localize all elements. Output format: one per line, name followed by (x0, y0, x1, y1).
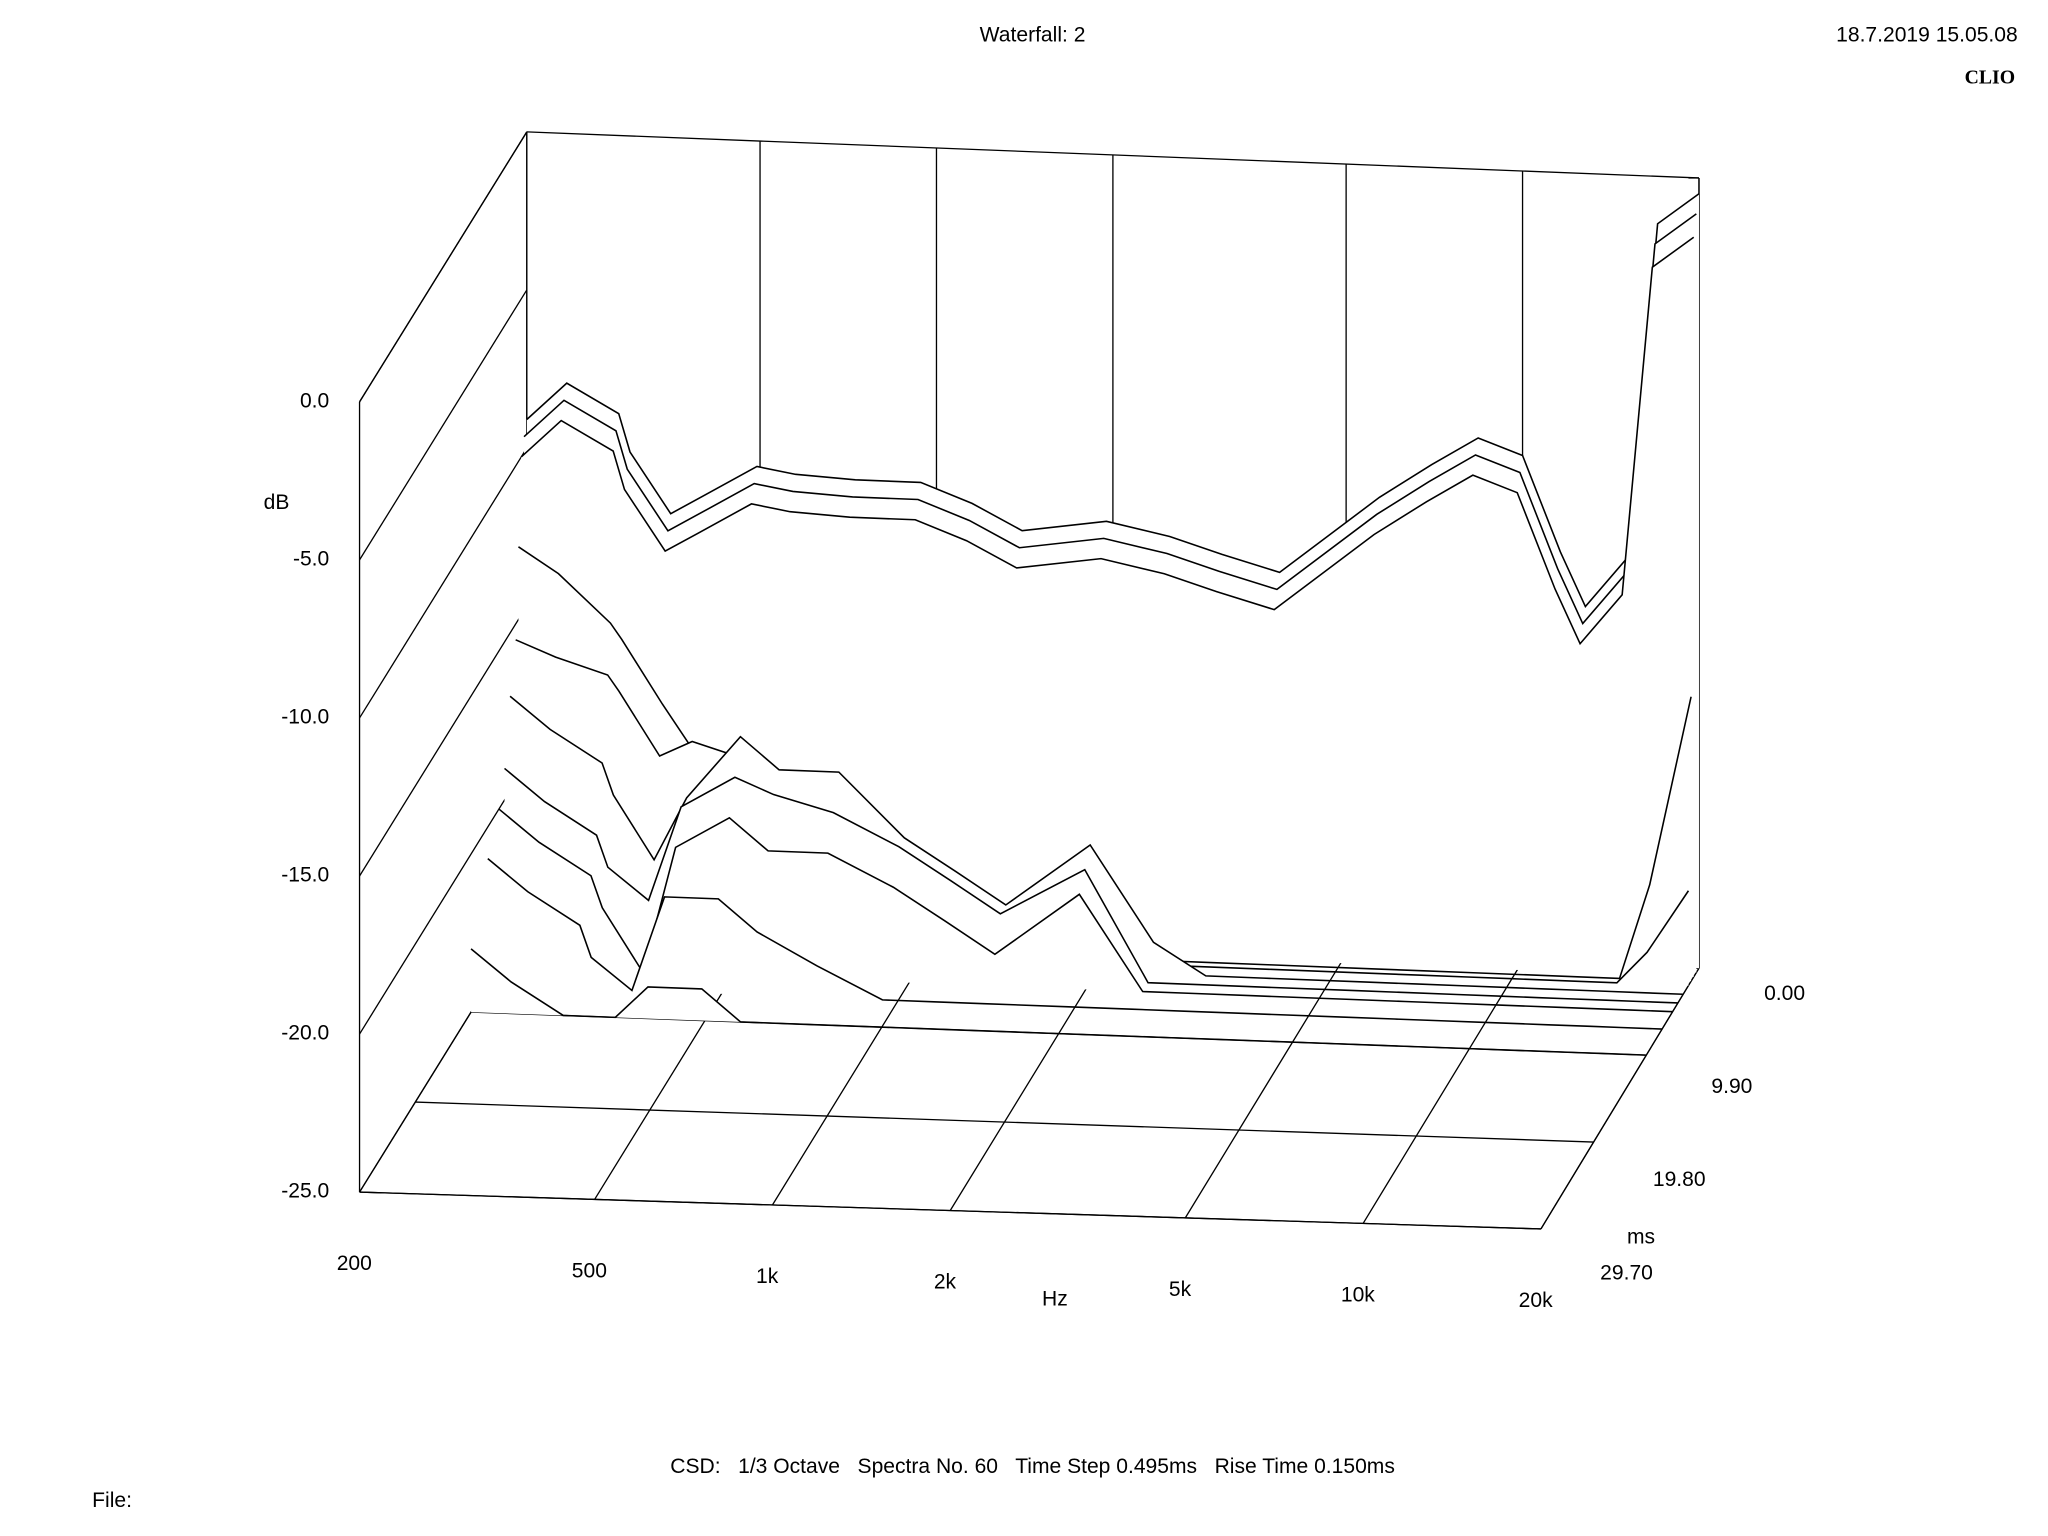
spectrum-line (470, 948, 1647, 1056)
grid-line (949, 944, 1114, 1211)
y-tick-label: -5.0 (293, 547, 329, 570)
x-tick-label: 5k (1169, 1278, 1192, 1301)
y-tick-label: 0.0 (300, 389, 329, 412)
spectrum-line (520, 236, 1695, 646)
brand: CLIO (1965, 67, 2015, 89)
x-tick-label: 200 (337, 1252, 372, 1275)
x-axis-label: Hz (1042, 1288, 1068, 1311)
z-tick-label: 0.00 (1764, 982, 1805, 1005)
x-tick-label: 1k (756, 1265, 779, 1288)
grid-line (358, 131, 528, 403)
timestamp: 18.7.2019 15.05.08 (1836, 23, 2018, 46)
y-tick-label: -15.0 (281, 864, 329, 887)
grid-line (358, 447, 528, 719)
y-tick-label: -25.0 (281, 1180, 329, 1203)
y-axis-label: dB (264, 491, 290, 514)
spectrum-line (523, 213, 1697, 625)
z-tick-label: 19.80 (1653, 1168, 1706, 1191)
spectrum-fill (471, 948, 1647, 1056)
x-tick-label: 20k (1519, 1289, 1553, 1312)
grid-line (358, 605, 528, 877)
x-tick-label: 500 (572, 1259, 607, 1282)
footer: CSD: 1/3 Octave Spectra No. 60 Time Step… (670, 1455, 1395, 1478)
y-tick-label: -10.0 (281, 706, 329, 729)
z-axis-label: ms (1627, 1226, 1655, 1249)
x-tick-label: 10k (1341, 1283, 1375, 1306)
x-tick-label: 2k (934, 1271, 957, 1294)
y-tick-label: -20.0 (281, 1022, 329, 1045)
grid-line (415, 1101, 1594, 1143)
spectrum-line (526, 193, 1700, 608)
spectrum-line (487, 858, 1663, 1030)
z-tick-label: 9.90 (1711, 1075, 1752, 1098)
grid-line (358, 289, 528, 561)
chart-title: Waterfall: 2 (980, 23, 1086, 46)
spectrum-line (509, 695, 1684, 996)
file-label: File: (92, 1489, 132, 1512)
spectrum-line (504, 767, 1678, 1004)
spectrum-fill (487, 858, 1663, 1030)
z-tick-label: 29.70 (1600, 1261, 1653, 1284)
grid-line (359, 1191, 1541, 1230)
